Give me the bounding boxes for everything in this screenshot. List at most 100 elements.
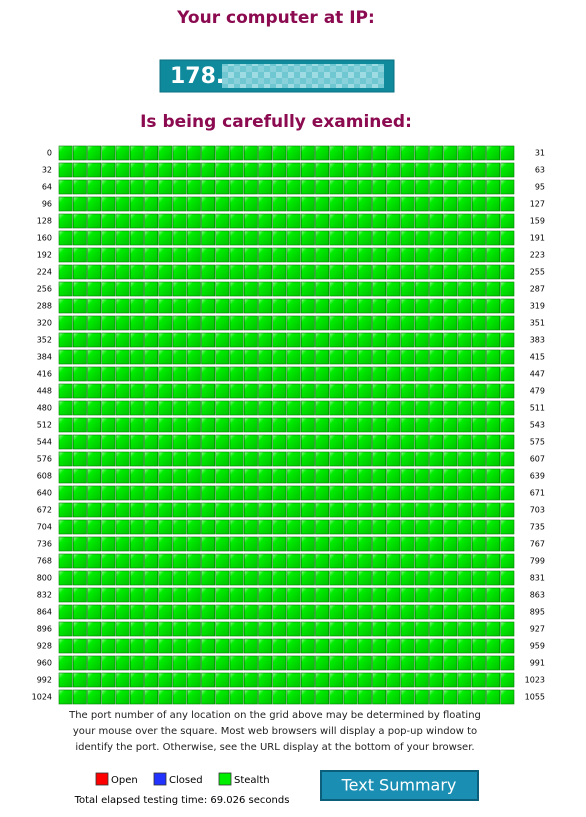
port-square[interactable] bbox=[471, 553, 486, 569]
port-square[interactable] bbox=[443, 383, 458, 399]
port-square[interactable] bbox=[258, 179, 273, 195]
port-square[interactable] bbox=[329, 298, 344, 314]
port-square[interactable] bbox=[158, 315, 173, 331]
port-square[interactable] bbox=[386, 536, 401, 552]
port-square[interactable] bbox=[144, 621, 159, 637]
port-square[interactable] bbox=[357, 468, 372, 484]
port-square[interactable] bbox=[272, 502, 287, 518]
port-square[interactable] bbox=[286, 451, 301, 467]
port-square[interactable] bbox=[186, 604, 201, 620]
port-square[interactable] bbox=[215, 604, 230, 620]
port-square[interactable] bbox=[500, 213, 515, 229]
port-square[interactable] bbox=[215, 230, 230, 246]
port-square[interactable] bbox=[258, 417, 273, 433]
port-square[interactable] bbox=[457, 417, 472, 433]
port-square[interactable] bbox=[243, 570, 258, 586]
port-square[interactable] bbox=[101, 281, 116, 297]
port-square[interactable] bbox=[400, 655, 415, 671]
port-square[interactable] bbox=[357, 485, 372, 501]
port-square[interactable] bbox=[315, 587, 330, 603]
port-square[interactable] bbox=[443, 451, 458, 467]
port-square[interactable] bbox=[443, 162, 458, 178]
port-square[interactable] bbox=[443, 213, 458, 229]
port-square[interactable] bbox=[201, 196, 216, 212]
port-square[interactable] bbox=[286, 485, 301, 501]
port-square[interactable] bbox=[443, 281, 458, 297]
port-square[interactable] bbox=[386, 519, 401, 535]
port-square[interactable] bbox=[129, 485, 144, 501]
port-square[interactable] bbox=[186, 264, 201, 280]
port-square[interactable] bbox=[87, 281, 102, 297]
port-square[interactable] bbox=[243, 366, 258, 382]
port-square[interactable] bbox=[300, 230, 315, 246]
port-square[interactable] bbox=[343, 247, 358, 263]
port-square[interactable] bbox=[329, 502, 344, 518]
port-square[interactable] bbox=[158, 621, 173, 637]
port-square[interactable] bbox=[101, 196, 116, 212]
port-square[interactable] bbox=[457, 570, 472, 586]
port-square[interactable] bbox=[486, 655, 501, 671]
port-square[interactable] bbox=[414, 298, 429, 314]
port-square[interactable] bbox=[144, 519, 159, 535]
port-square[interactable] bbox=[486, 264, 501, 280]
port-square[interactable] bbox=[172, 417, 187, 433]
port-square[interactable] bbox=[457, 366, 472, 382]
port-square[interactable] bbox=[144, 332, 159, 348]
port-square[interactable] bbox=[386, 264, 401, 280]
port-square[interactable] bbox=[471, 570, 486, 586]
port-square[interactable] bbox=[372, 451, 387, 467]
port-square[interactable] bbox=[144, 536, 159, 552]
port-square[interactable] bbox=[457, 332, 472, 348]
port-square[interactable] bbox=[315, 162, 330, 178]
port-square[interactable] bbox=[500, 485, 515, 501]
port-square[interactable] bbox=[129, 519, 144, 535]
port-square[interactable] bbox=[101, 213, 116, 229]
port-square[interactable] bbox=[315, 213, 330, 229]
port-square[interactable] bbox=[129, 196, 144, 212]
port-square[interactable] bbox=[343, 519, 358, 535]
port-square[interactable] bbox=[471, 434, 486, 450]
port-square[interactable] bbox=[58, 587, 73, 603]
port-square[interactable] bbox=[414, 196, 429, 212]
port-square[interactable] bbox=[272, 400, 287, 416]
port-square[interactable] bbox=[243, 400, 258, 416]
port-square[interactable] bbox=[443, 196, 458, 212]
port-square[interactable] bbox=[158, 519, 173, 535]
port-square[interactable] bbox=[400, 553, 415, 569]
port-square[interactable] bbox=[272, 349, 287, 365]
port-square[interactable] bbox=[471, 536, 486, 552]
port-square[interactable] bbox=[400, 519, 415, 535]
port-square[interactable] bbox=[115, 689, 130, 705]
port-square[interactable] bbox=[101, 162, 116, 178]
port-square[interactable] bbox=[158, 383, 173, 399]
port-square[interactable] bbox=[329, 332, 344, 348]
port-square[interactable] bbox=[186, 383, 201, 399]
port-square[interactable] bbox=[386, 604, 401, 620]
port-square[interactable] bbox=[486, 366, 501, 382]
port-square[interactable] bbox=[400, 145, 415, 161]
port-square[interactable] bbox=[229, 349, 244, 365]
port-square[interactable] bbox=[87, 417, 102, 433]
port-square[interactable] bbox=[486, 468, 501, 484]
port-square[interactable] bbox=[486, 434, 501, 450]
port-square[interactable] bbox=[272, 298, 287, 314]
port-square[interactable] bbox=[486, 145, 501, 161]
port-square[interactable] bbox=[87, 196, 102, 212]
port-square[interactable] bbox=[258, 621, 273, 637]
port-square[interactable] bbox=[443, 536, 458, 552]
port-square[interactable] bbox=[272, 162, 287, 178]
port-square[interactable] bbox=[300, 315, 315, 331]
port-square[interactable] bbox=[486, 621, 501, 637]
port-square[interactable] bbox=[101, 332, 116, 348]
port-square[interactable] bbox=[101, 689, 116, 705]
port-square[interactable] bbox=[315, 536, 330, 552]
port-square[interactable] bbox=[443, 400, 458, 416]
port-square[interactable] bbox=[343, 553, 358, 569]
port-square[interactable] bbox=[186, 434, 201, 450]
port-square[interactable] bbox=[229, 298, 244, 314]
port-square[interactable] bbox=[315, 196, 330, 212]
port-square[interactable] bbox=[315, 281, 330, 297]
port-square[interactable] bbox=[272, 366, 287, 382]
port-square[interactable] bbox=[144, 145, 159, 161]
port-square[interactable] bbox=[158, 162, 173, 178]
